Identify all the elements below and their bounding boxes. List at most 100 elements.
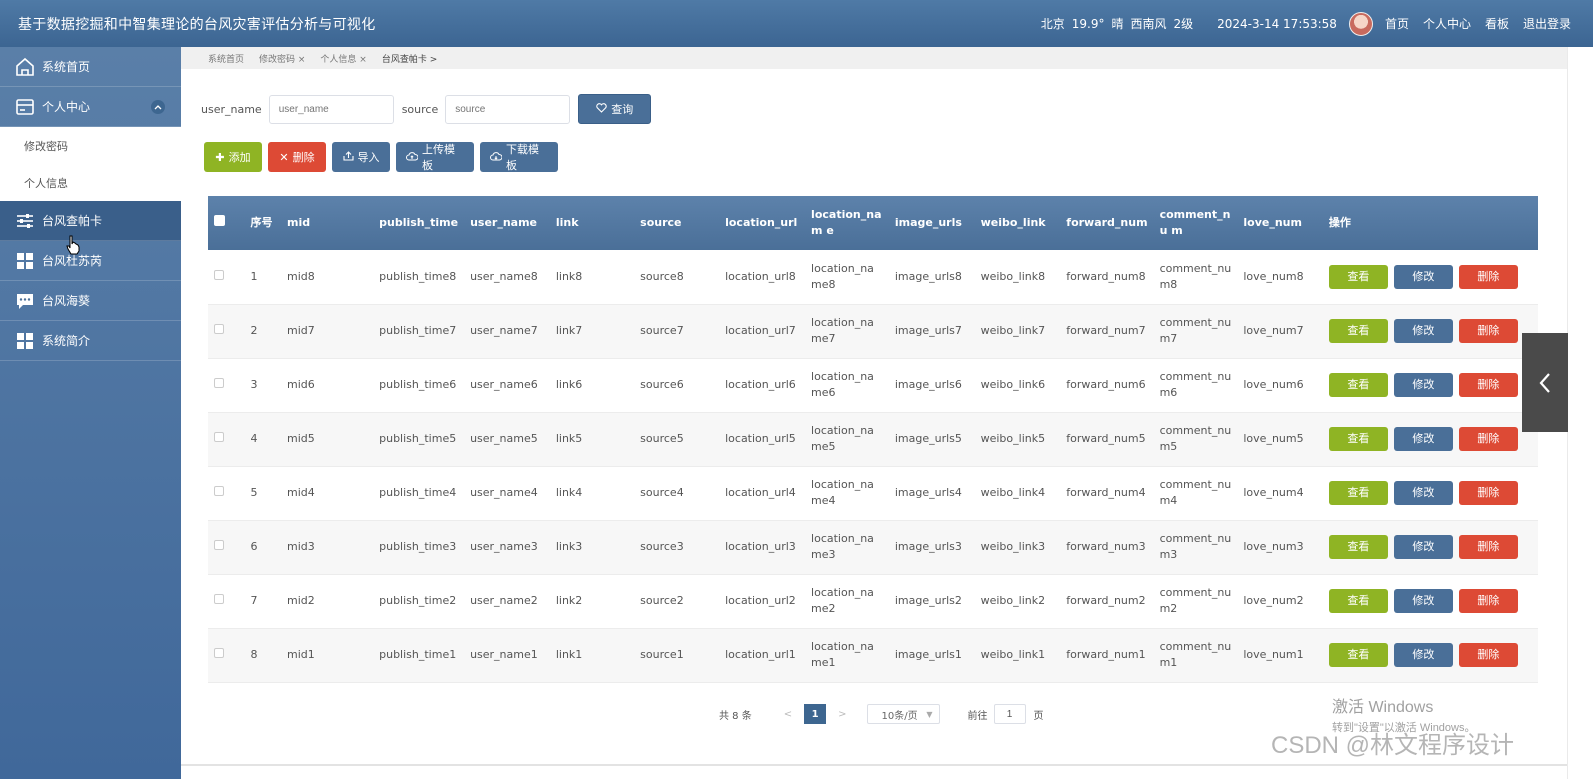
row-checkbox[interactable] [214,324,224,334]
side-collapse-button[interactable] [1522,333,1568,432]
cell-mid: mid8 [281,250,374,305]
sidebar-subitem-personal-info[interactable]: 个人信息 [24,176,68,190]
upload-template-label: 上传模板 [422,143,455,172]
row-checkbox[interactable] [214,486,224,496]
cell-location-url: location_url7 [719,304,806,359]
cell-no: 6 [244,520,281,575]
column-header: 操作 [1328,216,1351,229]
column-header: source [640,216,682,229]
table-row: 3 mid6 publish_time6 user_name6 link6 source6… [208,358,1538,413]
row-checkbox[interactable] [214,269,224,280]
view-button[interactable]: 查看 [1328,481,1388,505]
avatar[interactable] [1348,11,1373,36]
breadcrumb-personal-info[interactable]: 个人信息 × [320,54,367,65]
breadcrumb-current[interactable]: 台风查帕卡 > [381,54,438,65]
view-button[interactable]: 查看 [1328,264,1388,289]
cell-user-name: user_name6 [464,358,550,413]
sidebar-item-home[interactable]: 系统首页 [0,47,181,87]
edit-button[interactable]: 修改 [1393,264,1453,289]
prev-page-button[interactable]: < [783,708,793,720]
row-checkbox[interactable] [214,594,224,604]
sidebar-item-typhoon-chaba[interactable]: 台风查帕卡 [0,201,181,241]
row-delete-button[interactable]: 删除 [1458,373,1518,397]
source-input[interactable] [445,94,571,124]
column-header: location_url [725,216,798,229]
view-button[interactable]: 查看 [1328,373,1388,397]
top-header: 基于数据挖掘和中智集理论的台风灾害评估分析与可视化 北京 19.9° 晴 西南风… [0,0,1593,47]
cloud-upload-icon [406,151,419,164]
row-delete-button[interactable]: 删除 [1458,427,1518,451]
cell-love-num: love_num2 [1237,574,1323,629]
upload-template-button[interactable]: 上传模板 [396,142,474,172]
cell-comment-num: comment_num6 [1153,358,1238,413]
query-button[interactable]: 查询 [578,94,652,124]
delete-button[interactable]: ✕ 删除 [268,142,326,172]
edit-button[interactable]: 修改 [1393,535,1453,559]
goto-page-input[interactable] [993,704,1026,724]
row-checkbox[interactable] [214,432,224,442]
cell-location-url: location_url8 [719,250,806,305]
total-count: 共 8 条 [719,710,752,722]
sidebar-item-typhoon-doksuri[interactable]: 台风杜苏芮 [0,241,181,281]
cell-location-name: location_name7 [805,304,889,359]
cell-comment-num: comment_num3 [1153,520,1238,575]
row-select-cell [208,466,245,521]
sidebar-subitem-change-password[interactable]: 修改密码 [24,139,68,153]
page-number-button[interactable]: 1 [804,704,827,724]
cell-mid: mid2 [281,574,374,629]
sidebar-item-typhoon-haikui[interactable]: 台风海葵 [0,281,181,321]
row-delete-button[interactable]: 删除 [1458,319,1518,343]
edit-button[interactable]: 修改 [1393,481,1453,505]
cell-location-url: location_url6 [719,358,806,413]
view-button[interactable]: 查看 [1328,319,1388,343]
row-checkbox[interactable] [214,540,224,550]
breadcrumb-change-password[interactable]: 修改密码 × [259,54,306,65]
row-checkbox[interactable] [214,648,224,658]
edit-button[interactable]: 修改 [1393,427,1453,451]
chat-icon [14,290,36,312]
wallet-icon [14,96,36,118]
cell-publish-time: publish_time3 [373,520,465,575]
add-button[interactable]: ✚ 添加 [204,142,262,172]
page-size-select[interactable]: 10条/页 ▼ [866,704,940,724]
scrollbar-track[interactable] [1567,47,1593,779]
view-button[interactable]: 查看 [1328,427,1388,451]
row-delete-button[interactable]: 删除 [1458,589,1518,613]
download-template-button[interactable]: 下载模板 [480,142,558,172]
import-button[interactable]: 导入 [332,142,390,172]
row-actions-cell: 查看 修改 删除 [1322,466,1538,521]
nav-profile-link[interactable]: 个人中心 [1422,17,1471,31]
cell-comment-num: comment_num7 [1153,304,1238,359]
chevron-up-icon[interactable] [151,99,165,114]
windows-activation-watermark: 激活 Windows 转到"设置"以激活 Windows。 [1332,693,1476,735]
row-delete-button[interactable]: 删除 [1458,535,1518,559]
column-header: love_num [1243,216,1302,229]
row-checkbox[interactable] [214,378,224,388]
user-name-input[interactable] [268,94,394,124]
row-delete-button[interactable]: 删除 [1458,643,1518,667]
next-page-button[interactable]: > [838,708,847,720]
breadcrumb-home[interactable]: 系统首页 [208,54,245,65]
column-header: link [555,216,579,229]
row-delete-button[interactable]: 删除 [1458,264,1518,289]
cell-user-name: user_name3 [464,520,550,575]
sidebar-item-personal-center[interactable]: 个人中心 [0,87,181,127]
view-button[interactable]: 查看 [1328,643,1388,667]
view-button[interactable]: 查看 [1328,535,1388,559]
weather-condition: 晴 [1111,17,1124,31]
sidebar-item-system-intro[interactable]: 系统简介 [0,321,181,361]
edit-button[interactable]: 修改 [1393,373,1453,397]
row-delete-button[interactable]: 删除 [1458,481,1518,505]
nav-dashboard-link[interactable]: 看板 [1484,17,1509,31]
select-all-cell [208,196,245,250]
select-all-checkbox[interactable] [214,215,225,226]
edit-button[interactable]: 修改 [1393,319,1453,343]
cell-publish-time: publish_time1 [373,628,465,683]
nav-home-link[interactable]: 首页 [1384,17,1409,31]
nav-logout-link[interactable]: 退出登录 [1522,17,1571,31]
column-header: image_urls [894,216,962,229]
cell-source: source6 [634,358,720,413]
edit-button[interactable]: 修改 [1393,643,1453,667]
edit-button[interactable]: 修改 [1393,589,1453,613]
view-button[interactable]: 查看 [1328,589,1388,613]
